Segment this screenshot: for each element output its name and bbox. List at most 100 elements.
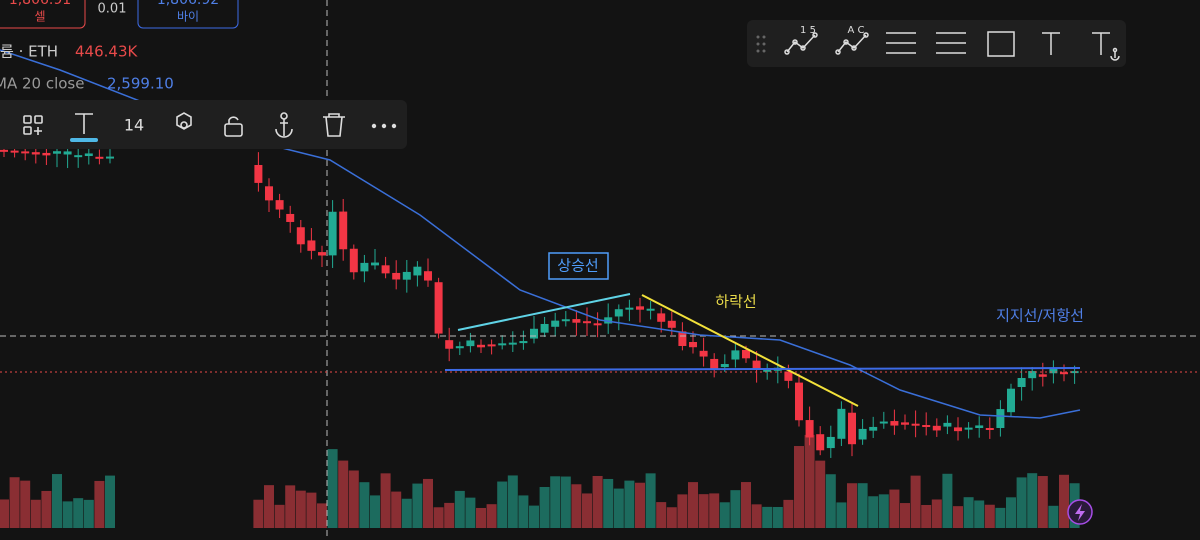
annotation[interactable]: 지지선/저항선 bbox=[996, 307, 1084, 325]
volume-bar bbox=[751, 504, 762, 528]
sell-button[interactable] bbox=[0, 0, 86, 29]
candle-body bbox=[540, 323, 549, 333]
volume-bar bbox=[295, 490, 306, 528]
candle-body bbox=[572, 319, 581, 323]
candle-body bbox=[530, 328, 538, 339]
candle-body bbox=[31, 152, 40, 155]
volume-bar bbox=[910, 475, 921, 528]
tool-label[interactable]: A C bbox=[847, 25, 864, 36]
candle-body bbox=[21, 151, 30, 154]
candles bbox=[0, 139, 1079, 458]
volume-bar bbox=[1048, 505, 1059, 528]
volume-bar bbox=[582, 493, 592, 528]
volume-bar bbox=[931, 499, 942, 528]
volume-bar bbox=[20, 480, 31, 528]
volume-bar bbox=[783, 499, 794, 528]
annotation[interactable]: 하락선 bbox=[715, 293, 756, 311]
candle-body bbox=[413, 266, 422, 276]
volume-bar bbox=[878, 494, 889, 528]
candle-body bbox=[0, 149, 8, 152]
volume-bar bbox=[984, 504, 995, 528]
volume-bar bbox=[571, 484, 582, 528]
candle-body bbox=[795, 382, 803, 421]
tool-label[interactable]: 1 5 bbox=[800, 25, 816, 36]
volume-bar bbox=[688, 482, 698, 528]
volume-bar bbox=[327, 449, 338, 528]
candle-body bbox=[985, 428, 994, 430]
volume-bar bbox=[391, 491, 402, 528]
candle-body bbox=[636, 306, 644, 310]
volume-bar bbox=[847, 483, 857, 528]
candle-body bbox=[74, 155, 83, 158]
volume-bar bbox=[635, 482, 645, 528]
candle-body bbox=[784, 371, 793, 381]
candle-body bbox=[95, 156, 104, 159]
drawing-toolbar: 1 5 A C bbox=[747, 20, 1126, 67]
volume-bar bbox=[1027, 473, 1038, 528]
volume-bar bbox=[730, 490, 741, 528]
volume-bar bbox=[857, 483, 868, 528]
volume-bar bbox=[1006, 497, 1016, 528]
annotation-box bbox=[548, 252, 609, 280]
volume-bar bbox=[274, 504, 285, 528]
volume-bar bbox=[0, 499, 9, 528]
candle-body bbox=[890, 421, 899, 426]
support-line[interactable] bbox=[444, 367, 1081, 371]
volume-bar bbox=[719, 502, 730, 528]
candle-body bbox=[254, 165, 263, 183]
volume-bar bbox=[73, 498, 84, 528]
candle-body bbox=[445, 340, 454, 349]
volume-bar bbox=[423, 478, 433, 528]
candle-body bbox=[360, 262, 369, 272]
candle-body bbox=[699, 350, 708, 357]
candle-body bbox=[392, 272, 401, 280]
candle-body bbox=[678, 331, 687, 346]
volume-bar bbox=[52, 474, 62, 528]
candle-body bbox=[954, 427, 962, 432]
uptrend-line[interactable] bbox=[457, 293, 631, 331]
candle-body bbox=[858, 428, 867, 440]
downtrend-line[interactable] bbox=[641, 294, 859, 407]
candle-body bbox=[42, 152, 51, 156]
candle-body bbox=[657, 313, 666, 322]
volume-bar bbox=[656, 502, 667, 528]
sell-label: 셀 bbox=[34, 10, 45, 24]
volume-bar bbox=[772, 506, 783, 528]
candle-body bbox=[498, 343, 507, 346]
candle-body bbox=[763, 369, 772, 372]
ma-value: 2,599.10 bbox=[107, 75, 174, 93]
candle-body bbox=[466, 340, 475, 347]
candle-body bbox=[371, 262, 379, 266]
font-size[interactable]: 14 bbox=[124, 116, 144, 135]
candle-body bbox=[975, 425, 984, 428]
candle-body bbox=[1028, 371, 1037, 379]
candle-body bbox=[901, 422, 909, 425]
volume-bar bbox=[264, 485, 274, 528]
candle-body bbox=[328, 211, 337, 256]
candle-body bbox=[943, 422, 952, 427]
volume-bar bbox=[825, 474, 836, 528]
volume-bar bbox=[401, 498, 412, 528]
volume-bar bbox=[804, 434, 815, 528]
volume-bar bbox=[454, 490, 465, 528]
volume-bar bbox=[539, 486, 550, 528]
quantity[interactable]: 0.01 bbox=[98, 2, 127, 17]
volume-bar bbox=[105, 475, 115, 528]
volume-bar bbox=[953, 506, 963, 528]
candle-body bbox=[381, 265, 390, 274]
volume-bar bbox=[486, 504, 497, 528]
candle-body bbox=[455, 346, 464, 349]
candle-body bbox=[318, 252, 326, 256]
volume-bar bbox=[518, 495, 529, 528]
candle-body bbox=[296, 227, 305, 245]
buy-button[interactable] bbox=[137, 0, 239, 29]
volume-bar bbox=[1016, 477, 1027, 528]
candle-body bbox=[1049, 367, 1058, 374]
text-toolbar: 14 bbox=[0, 100, 407, 149]
candle-body bbox=[1017, 377, 1026, 387]
annotation[interactable]: 상승선 bbox=[557, 257, 598, 275]
ma-label: MA 20 close bbox=[0, 75, 84, 93]
buy-price: 1,806.92 bbox=[157, 0, 219, 8]
volume-bar bbox=[794, 446, 804, 528]
candle-body bbox=[519, 341, 528, 344]
